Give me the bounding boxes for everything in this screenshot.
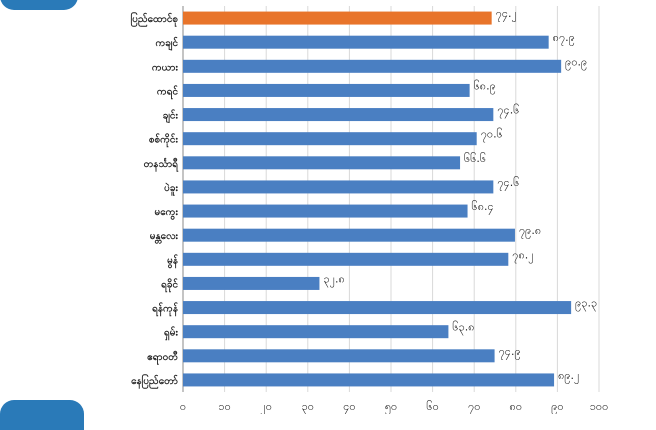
- data-label: ၈၇.၉: [553, 31, 575, 46]
- bar: [183, 349, 495, 363]
- category-label: ကယား: [152, 62, 179, 73]
- bar: [183, 276, 320, 290]
- data-label: ၃၂.၈: [323, 272, 344, 287]
- data-label: ၉၃.၃: [575, 297, 597, 312]
- category-label: ရခိုင်: [161, 277, 178, 293]
- x-tick-label: ၆၀: [426, 400, 438, 413]
- bar: [183, 132, 477, 146]
- data-label: ၉၀.၉: [565, 55, 587, 70]
- x-tick-label: ၀: [180, 400, 186, 413]
- x-tick-label: ၅၀: [385, 400, 397, 414]
- x-tick-label: ၇၀: [468, 400, 480, 414]
- category-label: နေပြည်တော်: [131, 373, 178, 390]
- bar: [183, 252, 509, 266]
- category-label: ချင်း: [163, 109, 179, 125]
- bar: [183, 301, 572, 315]
- category-label: မွန်: [167, 253, 178, 269]
- category-label: ပဲခူး: [164, 181, 178, 197]
- category-label: ကချင်: [155, 36, 178, 52]
- x-tick-label: ၁၀: [218, 400, 230, 413]
- data-label: ၇၀.၆: [481, 128, 503, 143]
- bar: [183, 11, 492, 25]
- data-label: ၇၉.၈: [519, 224, 541, 239]
- category-label: စစ်ကိုင်း: [149, 133, 179, 149]
- category-label: မန္တလေး: [150, 231, 179, 245]
- bar: [183, 108, 494, 122]
- bar: [183, 83, 470, 97]
- data-label: ၈၉.၂: [558, 369, 579, 384]
- data-label: ၆၆.၆: [464, 152, 486, 165]
- x-tick-label: ၈၀: [510, 400, 522, 413]
- x-tick-label: ၄၀: [343, 400, 355, 414]
- category-label: ဧရာဝတီ: [147, 350, 178, 366]
- category-label: ရန်ကုန်: [152, 302, 178, 318]
- bar: [183, 228, 515, 242]
- data-label: ၆၈.၄: [472, 200, 494, 215]
- bar: [183, 35, 549, 49]
- x-tick-label: ၃၀: [302, 400, 314, 414]
- category-label: တနင်္သာရီ: [144, 157, 179, 173]
- bar: [183, 325, 449, 339]
- category-label: ရှမ်း: [164, 326, 178, 342]
- header-tab: [0, 0, 78, 10]
- bar: [183, 373, 555, 387]
- data-label: ၇၄.၂: [496, 7, 517, 22]
- category-label: မကွေး: [155, 207, 179, 220]
- data-label: ၇၈.၂: [512, 248, 533, 263]
- category-label: ပြည်ထောင်စု: [131, 11, 178, 28]
- x-tick-label: ၁၀၀: [590, 400, 609, 413]
- data-label: ၆၃.၈: [452, 321, 474, 336]
- x-tick-label: ၉၀: [551, 400, 563, 414]
- bar: [183, 180, 494, 194]
- x-tick-label: ၂၀: [260, 400, 272, 414]
- data-label: ၇၄.၆: [497, 104, 519, 119]
- data-label: ၇၄.၉: [499, 345, 521, 360]
- bar: [183, 156, 461, 170]
- data-label: ၆၈.၉: [474, 79, 496, 94]
- bar: [183, 59, 562, 73]
- data-label: ၇၄.၆: [497, 176, 519, 191]
- category-label: ကရင်: [157, 84, 178, 100]
- bar: [183, 204, 468, 218]
